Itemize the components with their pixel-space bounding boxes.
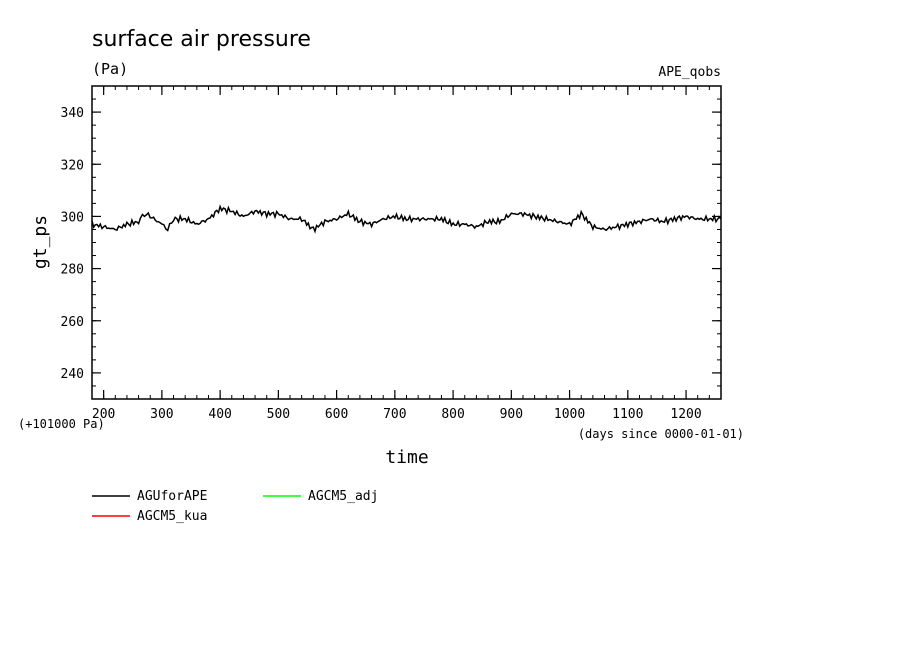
x-tick-label: 500 (267, 407, 290, 422)
x-tick-label: 900 (500, 407, 523, 422)
y-tick-label: 240 (61, 367, 84, 382)
experiment-label: APE_qobs (658, 65, 721, 80)
x-units-note: (days since 0000-01-01) (578, 427, 744, 441)
x-tick-label: 1000 (554, 407, 585, 422)
series-line-aguforape (91, 204, 722, 234)
plot-frame (91, 85, 722, 400)
y-tick-label: 320 (61, 158, 84, 173)
y-tick-label: 300 (61, 210, 84, 225)
x-tick-label: 800 (441, 407, 464, 422)
x-tick-label: 600 (325, 407, 348, 422)
x-tick-label: 1200 (670, 407, 701, 422)
x-tick-label: 300 (150, 407, 173, 422)
x-axis-label: time (385, 447, 428, 468)
y-tick-label: 260 (61, 315, 84, 330)
x-tick-label: 1100 (612, 407, 643, 422)
y-tick-label: 340 (61, 106, 84, 121)
series-lines (91, 204, 722, 234)
legend: AGUforAPE AGCM5_adj AGCM5_kua (92, 489, 378, 524)
y-axis-label: gt_ps (30, 215, 51, 269)
axis-ticks (91, 85, 722, 400)
legend-label-agufor-ape: AGUforAPE (137, 489, 207, 504)
y-tick-label: 280 (61, 263, 84, 278)
x-tick-labels: 200 300 400 500 600 700 800 900 1000 1100 1200 (92, 407, 702, 422)
legend-label-agcm5-kua: AGCM5_kua (137, 509, 207, 524)
y-offset-note: (+101000 Pa) (18, 417, 105, 431)
y-tick-labels: 240 260 280 300 320 340 (61, 106, 84, 382)
x-tick-label: 400 (208, 407, 231, 422)
x-tick-label: 200 (92, 407, 115, 422)
x-tick-label: 700 (383, 407, 406, 422)
legend-label-agcm5-adj: AGCM5_adj (308, 489, 378, 504)
chart-title: surface air pressure (92, 27, 311, 52)
units-label: (Pa) (92, 60, 128, 78)
